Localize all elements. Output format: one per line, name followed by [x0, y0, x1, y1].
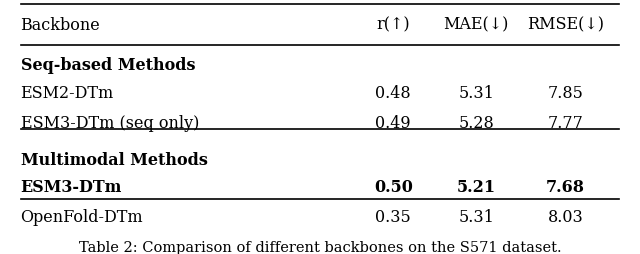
Text: 5.28: 5.28 — [458, 115, 494, 132]
Text: Seq-based Methods: Seq-based Methods — [20, 57, 195, 74]
Text: 5.31: 5.31 — [458, 85, 494, 102]
Text: 7.68: 7.68 — [546, 178, 585, 195]
Text: 0.50: 0.50 — [374, 178, 413, 195]
Text: ESM3-DTm: ESM3-DTm — [20, 178, 122, 195]
Text: 5.31: 5.31 — [458, 208, 494, 225]
Text: 7.77: 7.77 — [547, 115, 583, 132]
Text: 5.21: 5.21 — [456, 178, 496, 195]
Text: 0.48: 0.48 — [376, 85, 411, 102]
Text: 0.35: 0.35 — [376, 208, 411, 225]
Text: MAE(↓): MAE(↓) — [444, 17, 509, 34]
Text: ESM2-DTm: ESM2-DTm — [20, 85, 114, 102]
Text: 0.49: 0.49 — [376, 115, 411, 132]
Text: OpenFold-DTm: OpenFold-DTm — [20, 208, 143, 225]
Text: RMSE(↓): RMSE(↓) — [527, 17, 604, 34]
Text: ESM3-DTm (seq only): ESM3-DTm (seq only) — [20, 115, 199, 132]
Text: Multimodal Methods: Multimodal Methods — [20, 151, 207, 168]
Text: r(↑): r(↑) — [376, 17, 410, 34]
Text: 7.85: 7.85 — [547, 85, 583, 102]
Text: 8.03: 8.03 — [547, 208, 583, 225]
Text: Table 2: Comparison of different backbones on the S571 dataset.: Table 2: Comparison of different backbon… — [79, 240, 561, 254]
Text: Backbone: Backbone — [20, 17, 100, 34]
